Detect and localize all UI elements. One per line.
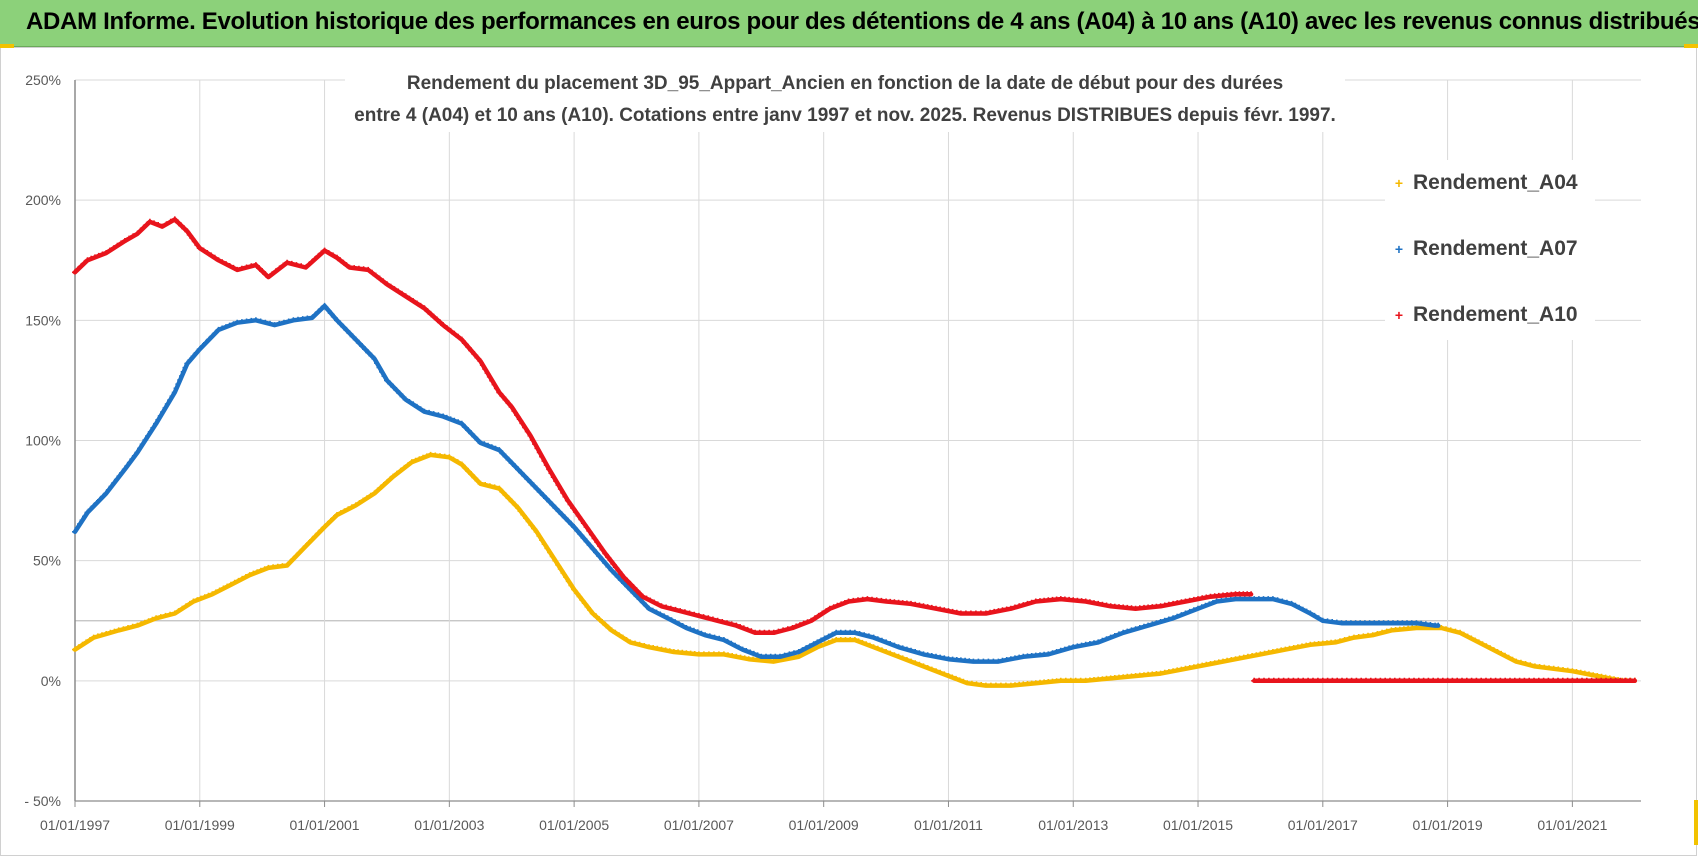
series-markers (72, 216, 1252, 634)
x-tick-label: 01/01/2001 (290, 817, 360, 833)
legend-marker-a07: + (1394, 241, 1404, 257)
y-tick-labels: - 50% 0% 50% 100% 150% 200% 250% (24, 72, 61, 809)
y-tick-label: - 50% (24, 793, 61, 809)
series-rendement-a10-zero-segment (1251, 677, 1638, 684)
corner-mark-right-bottom (1694, 800, 1698, 845)
y-tick-label: 0% (41, 673, 61, 689)
x-tick-label: 01/01/2021 (1537, 817, 1607, 833)
x-tick-label: 01/01/2019 (1413, 817, 1483, 833)
chart-title-line2: entre 4 (A04) et 10 ans (A10). Cotations… (354, 105, 1336, 126)
series-markers (72, 302, 1439, 663)
x-tick-label: 01/01/2005 (539, 817, 609, 833)
chart-title-line1: Rendement du placement 3D_95_Appart_Anci… (406, 73, 1284, 94)
x-tick-label: 01/01/2015 (1163, 817, 1233, 833)
y-tick-label: 200% (25, 192, 61, 208)
legend-item-a10: + Rendement_A10 (1385, 300, 1578, 330)
legend-item-a04: + Rendement_A04 (1385, 168, 1578, 198)
y-tick-label: 50% (33, 553, 61, 569)
legend-label-a10: Rendement_A10 (1413, 303, 1578, 326)
chart-title: Rendement du placement 3D_95_Appart_Anci… (345, 68, 1345, 132)
y-tick-label: 100% (25, 433, 61, 449)
series-layer (72, 216, 1638, 688)
banner-title: ADAM Informe. Evolution historique des p… (26, 8, 1698, 35)
legend-label-a07: Rendement_A07 (1413, 237, 1578, 260)
series-rendement-a04 (72, 451, 1638, 688)
chart-frame (0, 47, 1697, 856)
corner-mark-top-left (0, 44, 14, 48)
series-markers (1251, 677, 1636, 682)
legend-marker-a10: + (1394, 307, 1404, 323)
series-markers (72, 451, 1636, 687)
y-tick-label: 150% (25, 312, 61, 328)
x-tick-label: 01/01/2017 (1288, 817, 1358, 833)
x-tick-label: 01/01/2003 (414, 817, 484, 833)
series-line (72, 217, 1254, 636)
corner-mark-top-right (1684, 44, 1698, 48)
legend-item-a07: + Rendement_A07 (1385, 234, 1578, 264)
x-tick-label: 01/01/1999 (165, 817, 235, 833)
banner: ADAM Informe. Evolution historique des p… (0, 0, 1698, 47)
legend-marker-a04: + (1394, 175, 1404, 191)
x-tick-labels: 01/01/1997 01/01/1999 01/01/2001 01/01/2003… (40, 817, 1608, 833)
series-rendement-a07 (72, 302, 1441, 664)
y-tick-label: 250% (25, 72, 61, 88)
x-tick-label: 01/01/2013 (1038, 817, 1108, 833)
series-line (72, 303, 1441, 664)
x-tick-label: 01/01/2009 (789, 817, 859, 833)
x-tick-label: 01/01/1997 (40, 817, 110, 833)
series-rendement-a10 (72, 216, 1254, 636)
series-line (72, 452, 1638, 688)
legend-label-a04: Rendement_A04 (1413, 171, 1578, 194)
x-tick-label: 01/01/2011 (914, 817, 983, 833)
legend: + Rendement_A04 + Rendement_A07 + Rendem… (1385, 160, 1595, 340)
x-tick-label: 01/01/2007 (664, 817, 734, 833)
